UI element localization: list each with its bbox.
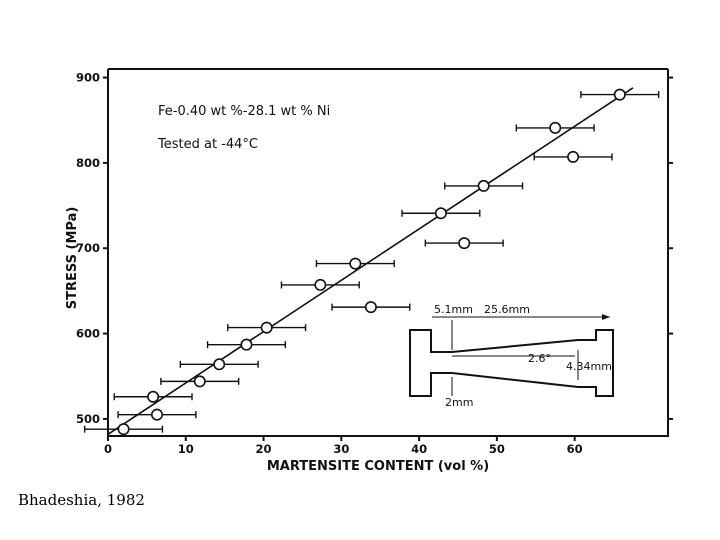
x-tick-label: 50 bbox=[489, 442, 505, 456]
dim-2mm: 2mm bbox=[445, 396, 473, 409]
test-temperature-annotation: Tested at -44°C bbox=[157, 137, 258, 152]
data-point bbox=[567, 150, 580, 163]
x-axis-label: MARTENSITE CONTENT (vol %) bbox=[267, 459, 489, 474]
data-point bbox=[458, 237, 471, 250]
length-arrowhead bbox=[602, 314, 610, 320]
x-tick-label: 0 bbox=[104, 442, 112, 456]
data-point bbox=[193, 375, 206, 388]
specimen-outline bbox=[409, 329, 614, 397]
plot-frame bbox=[107, 69, 669, 437]
data-point bbox=[213, 358, 226, 371]
y-tick-label: 500 bbox=[76, 412, 100, 426]
y-axis-label: STRESS (MPa) bbox=[65, 207, 80, 310]
data-point bbox=[147, 390, 160, 403]
dim-4-34mm: 4.34mm bbox=[566, 360, 612, 373]
data-point bbox=[364, 301, 377, 314]
data-point bbox=[613, 88, 626, 101]
data-point bbox=[240, 338, 253, 351]
y-axis-ticks: 500 600 700 800 900 bbox=[76, 71, 673, 426]
data-point bbox=[349, 257, 362, 270]
data-point bbox=[434, 207, 447, 220]
x-tick-label: 40 bbox=[411, 442, 427, 456]
x-tick-label: 30 bbox=[333, 442, 349, 456]
data-point bbox=[117, 423, 130, 436]
data-point bbox=[260, 321, 273, 334]
x-axis-ticks: 0 10 20 30 40 50 60 bbox=[104, 436, 583, 456]
y-tick-label: 600 bbox=[76, 327, 100, 341]
data-point bbox=[151, 408, 164, 421]
data-point bbox=[549, 121, 562, 134]
dim-5-1mm: 5.1mm bbox=[434, 303, 473, 316]
y-tick-label: 700 bbox=[76, 241, 100, 255]
x-tick-label: 60 bbox=[567, 442, 583, 456]
fit-line bbox=[107, 87, 634, 435]
data-point bbox=[477, 179, 490, 192]
y-tick-label: 900 bbox=[76, 71, 100, 85]
data-point bbox=[314, 278, 327, 291]
dim-25-6mm: 25.6mm bbox=[484, 303, 530, 316]
y-tick-label: 800 bbox=[76, 156, 100, 170]
x-tick-label: 20 bbox=[256, 442, 272, 456]
data-points bbox=[117, 88, 626, 436]
specimen-diagram: 5.1mm 25.6mm 2.6° 4.34mm 2mm bbox=[409, 303, 614, 409]
alloy-annotation: Fe-0.40 wt %-28.1 wt % Ni bbox=[158, 104, 330, 119]
source-credit: Bhadeshia, 1982 bbox=[18, 491, 145, 509]
x-tick-label: 10 bbox=[178, 442, 194, 456]
dim-taper-angle: 2.6° bbox=[528, 352, 551, 365]
